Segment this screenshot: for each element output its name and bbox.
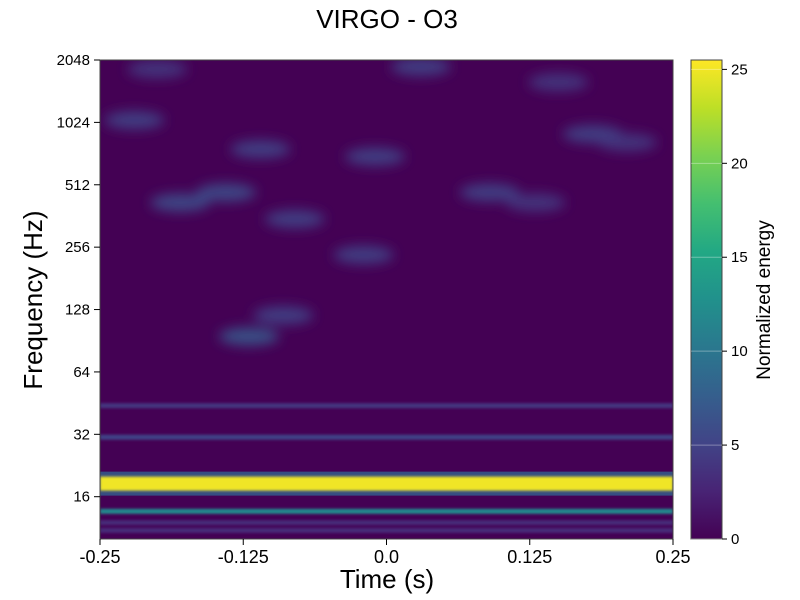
energy-band bbox=[100, 476, 673, 491]
x-axis-label: Time (s) bbox=[340, 564, 434, 594]
colorbar-tick-label: 15 bbox=[731, 249, 748, 266]
x-tick-label: 0.125 bbox=[507, 547, 552, 567]
energy-blob bbox=[528, 73, 589, 92]
energy-band bbox=[100, 520, 673, 526]
y-tick-label: 2048 bbox=[57, 52, 90, 69]
y-axis-label: Frequency (Hz) bbox=[18, 210, 48, 389]
energy-blob bbox=[230, 140, 291, 159]
y-tick-label: 16 bbox=[73, 489, 90, 506]
energy-blob bbox=[150, 193, 211, 212]
energy-blob bbox=[127, 60, 188, 79]
energy-blob bbox=[345, 147, 406, 166]
y-tick-label: 1024 bbox=[57, 114, 90, 131]
x-tick-label: 0.0 bbox=[374, 547, 399, 567]
y-tick-label: 128 bbox=[65, 302, 90, 319]
colorbar-label: Normalized energy bbox=[754, 220, 775, 380]
y-axis-ticks: 16 32 64 128 256 512 1024 2048 bbox=[57, 52, 100, 506]
energy-band bbox=[100, 434, 673, 440]
energy-band bbox=[100, 527, 673, 533]
x-axis-ticks: -0.25 -0.125 0.0 0.125 0.25 bbox=[79, 539, 691, 567]
y-tick-label: 32 bbox=[73, 426, 90, 443]
colorbar-tick-label: 25 bbox=[731, 61, 748, 78]
x-tick-label: -0.125 bbox=[218, 547, 269, 567]
x-tick-label: 0.25 bbox=[655, 547, 690, 567]
energy-blob bbox=[390, 60, 451, 76]
energy-blob bbox=[597, 133, 658, 152]
colorbar: 0 5 10 15 20 25 Normalized energy bbox=[690, 59, 775, 548]
y-tick-label: 512 bbox=[65, 177, 90, 194]
energy-blob bbox=[253, 306, 314, 325]
colorbar-gradient bbox=[690, 59, 723, 540]
energy-blob bbox=[196, 183, 257, 202]
colorbar-ticks: 0 5 10 15 20 25 bbox=[691, 61, 748, 548]
energy-blob bbox=[218, 327, 279, 346]
energy-blobs bbox=[104, 60, 658, 346]
chart-title: VIRGO - O3 bbox=[316, 4, 458, 34]
colorbar-tick-label: 5 bbox=[731, 437, 739, 454]
energy-band bbox=[100, 508, 673, 514]
energy-blob bbox=[264, 210, 325, 229]
energy-blob bbox=[104, 111, 165, 130]
energy-blob bbox=[333, 245, 394, 264]
x-tick-label: -0.25 bbox=[79, 547, 120, 567]
colorbar-tick-label: 0 bbox=[731, 531, 739, 548]
energy-bands bbox=[100, 403, 673, 533]
energy-band bbox=[100, 403, 673, 409]
colorbar-tick-label: 10 bbox=[731, 343, 748, 360]
energy-blob bbox=[505, 193, 566, 212]
y-tick-label: 64 bbox=[73, 364, 90, 381]
plot-area bbox=[99, 59, 674, 540]
energy-blob bbox=[459, 183, 520, 202]
colorbar-tick-label: 20 bbox=[731, 155, 748, 172]
y-tick-label: 256 bbox=[65, 239, 90, 256]
